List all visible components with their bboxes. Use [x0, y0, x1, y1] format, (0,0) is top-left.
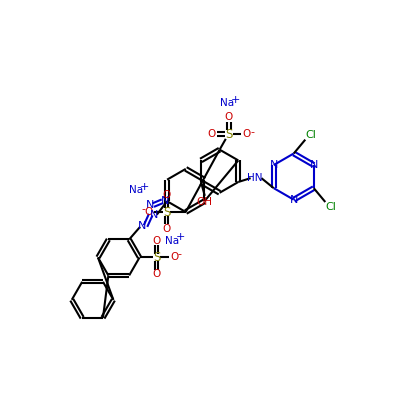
Text: -: - [250, 127, 254, 137]
Text: O: O [242, 129, 251, 139]
Text: O: O [162, 224, 171, 234]
Text: N: N [310, 160, 318, 170]
Text: S: S [163, 206, 170, 218]
Text: N: N [146, 200, 154, 210]
Text: Cl: Cl [325, 202, 336, 212]
Text: OH: OH [197, 197, 213, 207]
Text: HN: HN [248, 173, 263, 183]
Text: N: N [150, 210, 158, 220]
Text: O: O [170, 252, 178, 262]
Text: O: O [152, 236, 161, 246]
Text: +: + [176, 232, 185, 242]
Text: N: N [161, 196, 170, 206]
Text: -: - [178, 249, 182, 259]
Text: S: S [225, 128, 232, 141]
Text: O: O [162, 190, 171, 200]
Text: O: O [152, 269, 161, 279]
Text: N: N [138, 221, 147, 231]
Text: +: + [231, 95, 240, 105]
Text: Na: Na [129, 186, 143, 196]
Text: Na: Na [165, 236, 179, 246]
Text: S: S [153, 251, 160, 264]
Text: +: + [140, 182, 150, 192]
Text: O: O [225, 112, 233, 122]
Text: Na: Na [220, 98, 234, 108]
Text: Cl: Cl [305, 130, 316, 140]
Text: -: - [142, 204, 146, 214]
Text: O: O [145, 207, 153, 217]
Text: O: O [208, 129, 216, 139]
Text: N: N [270, 160, 278, 170]
Text: N: N [290, 195, 298, 205]
